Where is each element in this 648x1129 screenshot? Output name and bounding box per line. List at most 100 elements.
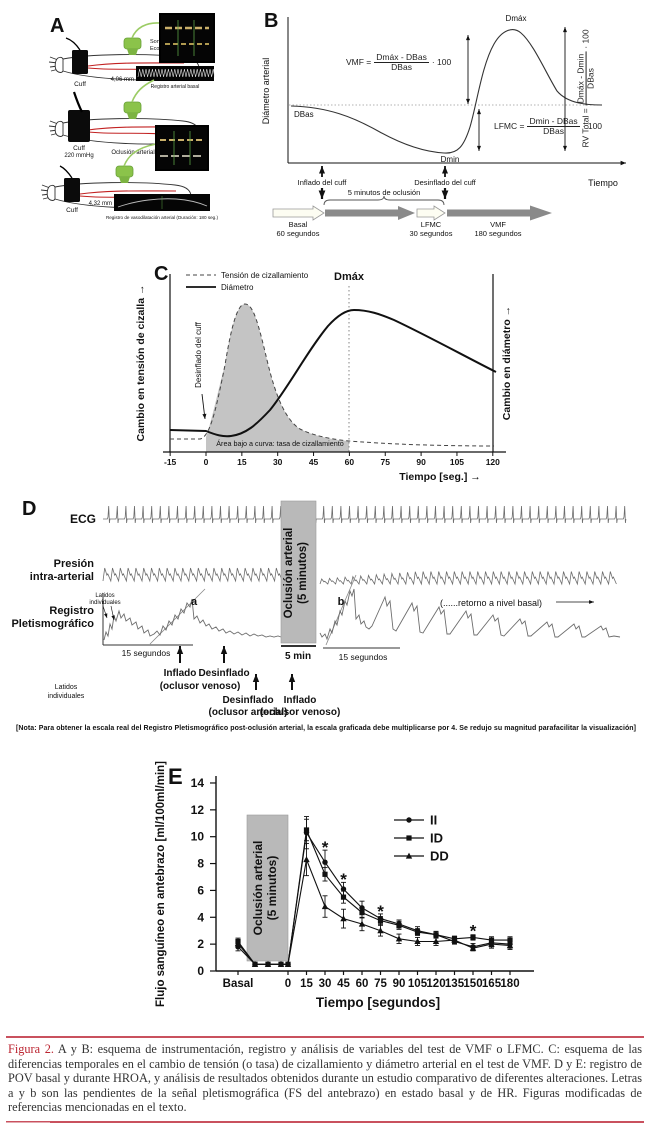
data-point: [358, 920, 366, 927]
tick-label: 105: [450, 457, 464, 467]
cuff-label: Cuff: [73, 145, 85, 152]
ultrasound-inset: [155, 125, 209, 171]
tick-label: 120: [486, 457, 500, 467]
data-point: [432, 938, 440, 945]
tick-label: 60: [345, 457, 355, 467]
x-axis-label: Tiempo [seg.] →: [399, 471, 480, 483]
tick-label: 30: [319, 978, 332, 990]
arrowhead: [589, 600, 594, 604]
tick-label: 105: [408, 978, 428, 990]
arrowhead: [202, 413, 207, 419]
data-point: [470, 934, 476, 941]
tick-label: ID: [430, 831, 443, 846]
data-point: [321, 903, 329, 910]
x-axis-label: Tiempo: [588, 178, 618, 188]
panel-b-diameter-analysis: B Diámetro arterial DBas Dmin Dmáx Infla…: [258, 5, 646, 245]
inflate-venous-label: Inflado: [164, 668, 197, 679]
tick-label: 2: [197, 937, 204, 951]
timeline-arrow-vmf: [447, 205, 552, 221]
arrowhead: [477, 145, 481, 151]
shear-area-fill: [206, 304, 349, 452]
rv-total-formula: RV Total = Dmáx - Dmin DBas · 100: [576, 13, 596, 163]
timeline-basal-name: Basal: [289, 220, 308, 229]
pre-scale-label: 15 segundos: [122, 648, 171, 658]
data-point: [377, 927, 384, 934]
slope-a-label: a: [191, 596, 198, 608]
arrowhead: [176, 646, 184, 654]
tick-label: 45: [309, 457, 319, 467]
ecg-trace: [103, 505, 627, 524]
pleth-trace-post: [319, 588, 621, 641]
data-point: [406, 817, 412, 823]
tick-label: 15: [300, 978, 313, 990]
timeline-lfmc-name: LFMC: [421, 220, 442, 229]
caption-figure-label: Figura 2.: [8, 1042, 54, 1056]
y-right-label: Cambio en diámetro →: [501, 306, 513, 420]
pleth-row-label: Pletismográfico: [11, 618, 94, 630]
formula-lhs: RV Total =: [581, 108, 591, 148]
chart-background-layer: [246, 814, 289, 962]
cuff-tube: [72, 91, 83, 113]
panel-a-instrumentation: A Sonda Ecográfica Cuff 4,06 mm Registro…: [38, 8, 258, 230]
tick-label: II: [430, 813, 437, 828]
panel-e-label: E: [168, 764, 183, 789]
data-point: [488, 940, 495, 947]
occlusion-bar: [280, 500, 317, 644]
diameter-measurement: 4,32 mm: [89, 201, 112, 207]
data-point: [451, 936, 458, 943]
panel-b-label: B: [264, 10, 278, 32]
tick-label: 6: [197, 883, 204, 897]
y-left-label: Cambio en tensión de cizalla →: [135, 285, 147, 442]
tick-label: 120: [426, 978, 445, 990]
data-point: [377, 918, 384, 924]
tick-label: Basal: [223, 978, 254, 990]
slope-b-label: b: [338, 596, 345, 608]
y-axis-label: Diámetro arterial: [261, 58, 271, 125]
occlusion-brace-label: 5 minutos de oclusión: [348, 188, 421, 197]
cuff-deflate-label: Desinflado del cuff: [414, 178, 476, 187]
formula-rhs: · 100: [431, 57, 452, 68]
y-axis-label: Flujo sanguíneo en antebrazo [ml/100ml/m…: [155, 761, 167, 1007]
pleth-trace-pre: [103, 598, 282, 641]
data-point: [414, 938, 421, 945]
tick-label: 15: [237, 457, 247, 467]
arrowhead: [319, 166, 325, 174]
timeline-lfmc-dur: 30 segundos: [410, 229, 453, 238]
data-point: [322, 871, 328, 877]
arrowhead: [111, 615, 115, 620]
tick-label: *: [340, 870, 347, 889]
data-point: [303, 827, 310, 833]
deflate-venous-label: Desinflado: [198, 668, 249, 679]
pleth-row-label: Registro: [49, 605, 94, 617]
tick-label: 14: [191, 776, 205, 790]
occlusion-rect-label: (5 minutos): [265, 856, 279, 921]
tick-label: *: [470, 922, 477, 941]
figure-caption: Figura 2. A y B: esquema de instrumentaci…: [6, 1036, 644, 1123]
data-point: [506, 942, 514, 949]
tick-label: *: [377, 902, 384, 921]
data-point: [507, 937, 513, 943]
arrowhead: [563, 27, 567, 33]
cuff-deflate-label: Desinflado del cuff: [194, 321, 203, 387]
tick-label: 75: [381, 457, 391, 467]
cuff-inflate-label: Inflado del cuff: [298, 178, 348, 187]
arrowhead: [441, 190, 449, 199]
legend-shear-label: Tensión de cizallamiento: [221, 271, 309, 280]
data-point: [405, 852, 413, 859]
timeline-vmf-name: VMF: [490, 220, 506, 229]
panel-d-label: D: [22, 498, 36, 520]
data-point: [322, 859, 328, 865]
fraction: Dmin - DBas DBas: [527, 116, 580, 136]
tick-label: 10: [191, 830, 205, 844]
record-label: Registro de vasodilatación arterial (Dur…: [106, 215, 219, 220]
pulse-trace: [137, 68, 216, 78]
arterial-occluder-label: (oclusor arterial): [209, 707, 288, 718]
occlusion-bar-label: (5 minutos): [297, 542, 309, 604]
data-point: [340, 894, 347, 900]
timeline-basal-dur: 60 segundos: [277, 229, 320, 238]
post-scale-label: 15 segundos: [339, 652, 388, 662]
pressure-trace-pre: [102, 567, 283, 583]
tick-label: -15: [164, 457, 177, 467]
data-point: [303, 856, 310, 863]
